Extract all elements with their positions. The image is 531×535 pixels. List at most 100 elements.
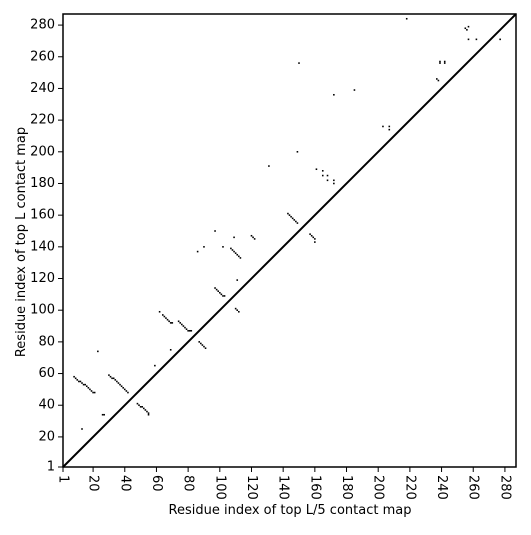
contact (252, 236, 254, 239)
contact (184, 326, 186, 329)
contact (333, 179, 335, 182)
contact (214, 230, 216, 232)
contact (314, 241, 316, 243)
contact (296, 222, 299, 224)
y-tick-label: 240 (30, 81, 55, 96)
contact (84, 383, 86, 386)
contact (108, 374, 110, 376)
contact (214, 287, 216, 289)
contact (464, 27, 467, 30)
contact (166, 318, 169, 321)
contact (114, 379, 117, 381)
plot-frame (62, 13, 517, 468)
contact (321, 174, 324, 177)
contact (293, 219, 296, 221)
contact (333, 93, 335, 96)
y-tick-label: 120 (30, 271, 55, 286)
contact (188, 329, 191, 332)
contact (92, 391, 94, 394)
contact (87, 387, 90, 389)
contact (78, 380, 80, 383)
contact (190, 329, 193, 332)
y-tick-label: 180 (30, 176, 55, 191)
contact (119, 383, 121, 386)
contact (201, 344, 204, 346)
contact (439, 60, 441, 63)
contact (82, 383, 85, 386)
contact (81, 428, 83, 430)
contact (179, 322, 182, 324)
contact (109, 375, 112, 378)
contact (436, 78, 438, 80)
contact (122, 387, 124, 389)
contact (79, 380, 82, 383)
contact (203, 246, 205, 248)
x-tick-label: 200 (371, 475, 386, 500)
contact (89, 388, 91, 391)
contact (200, 342, 202, 345)
contact (466, 29, 468, 31)
contact (239, 257, 242, 259)
contact (185, 328, 188, 330)
contact (222, 295, 224, 297)
y-tick-label: 80 (38, 334, 55, 349)
contact (219, 291, 221, 294)
contact (233, 236, 235, 239)
contact (288, 214, 291, 216)
contact (127, 391, 129, 394)
contact (437, 79, 440, 82)
contact (139, 406, 142, 408)
contact (321, 170, 324, 172)
y-tick-label: 60 (38, 366, 55, 381)
contact (291, 217, 294, 220)
contact (90, 390, 93, 392)
contact (467, 25, 470, 28)
contact (76, 379, 79, 381)
contact (231, 249, 234, 251)
contact (169, 348, 172, 351)
contact (136, 402, 139, 405)
contact (161, 314, 164, 316)
contact (388, 128, 391, 131)
x-tick-label: 20 (86, 475, 101, 492)
contact (298, 62, 300, 64)
contact (144, 409, 147, 411)
contact (85, 385, 88, 388)
contact (181, 323, 183, 326)
contact (138, 404, 140, 407)
x-tick-label: 120 (244, 475, 259, 500)
y-tick-label: 160 (30, 208, 55, 223)
contact (215, 288, 218, 291)
contact (168, 320, 170, 323)
contact (443, 62, 446, 64)
contact (111, 377, 113, 380)
contact (177, 320, 180, 323)
contact (146, 410, 148, 413)
diagonal (62, 13, 517, 468)
y-tick-label: 20 (38, 429, 55, 444)
contact (315, 168, 318, 171)
y-tick-label: 220 (30, 113, 55, 128)
contact (236, 253, 239, 256)
contact (499, 38, 501, 41)
y-tick-label: 140 (30, 239, 55, 254)
contact (309, 233, 311, 235)
contact (287, 212, 289, 215)
contact (158, 310, 161, 313)
contact (443, 60, 446, 63)
contact (388, 125, 391, 128)
contact (97, 350, 99, 353)
contact (147, 412, 150, 414)
x-tick-label: 280 (497, 475, 512, 500)
contact (236, 279, 239, 281)
x-tick-label: 60 (149, 475, 164, 492)
contact (165, 317, 167, 319)
y-tick-label: 40 (38, 398, 55, 413)
contact (475, 38, 478, 41)
contact (93, 391, 96, 394)
x-tick-label: 100 (212, 475, 227, 500)
contact (382, 125, 384, 128)
contact (314, 238, 316, 240)
x-tick-label: 1 (56, 475, 71, 483)
